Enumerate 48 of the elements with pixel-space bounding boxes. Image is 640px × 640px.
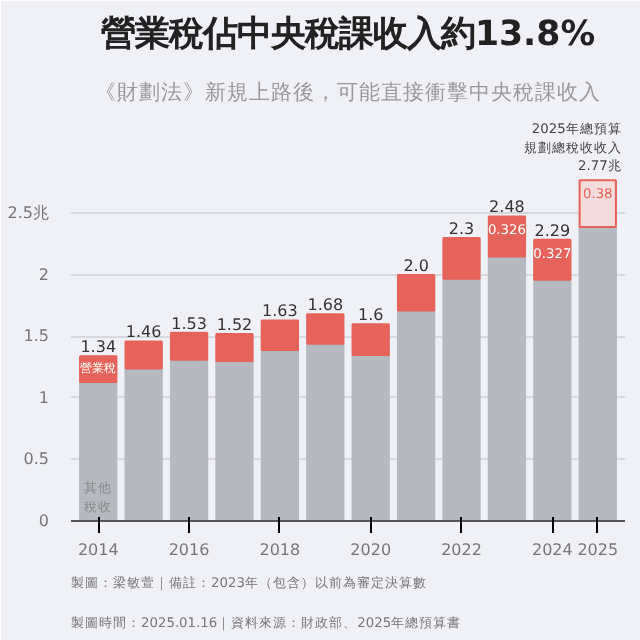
bar [79,380,118,521]
x-tick-label: 2024 [531,541,573,559]
bar [578,225,617,521]
x-tick-label: 2016 [168,541,210,559]
bar [260,348,300,521]
chart-subtitle: 《財劃法》新規上路後，可能直接衝擊中央稅課收入 [95,79,601,105]
bar [442,237,481,280]
y-tick-label: 2.5兆 [7,204,50,223]
total-label: 1.34 [80,338,117,357]
bar [260,319,300,351]
bar [533,238,572,281]
bar [306,313,345,345]
bar [169,358,209,521]
x-tick-label: 2014 [77,541,119,559]
bar [306,342,345,521]
total-label: 1.6 [357,306,384,325]
total-label: 2.0 [403,256,429,275]
y-tick-label: 1 [38,388,50,407]
total-label: 2.3 [448,220,475,239]
bar [124,367,163,521]
chart-title: 營業稅佔中央稅課收入約13.8% [100,15,596,55]
total-label: 1.68 [307,296,344,315]
bar [396,309,436,521]
x-tick-label: 2025 [577,541,619,559]
x-tick-label: 2018 [259,541,301,559]
y-tick-label: 2 [38,265,50,284]
total-label: 2.29 [534,221,571,240]
bar [487,255,527,521]
total-label: 1.53 [171,314,207,333]
bar [124,340,163,370]
bar [442,277,481,521]
total-label: 1.46 [125,323,162,342]
x-tick-label: 2020 [350,541,392,559]
bar [533,278,572,521]
bar [351,353,390,521]
y-tick-label: 1.5 [23,327,50,346]
bar [396,273,436,312]
total-label: 2.48 [489,198,525,217]
bar [215,332,254,363]
y-tick-label: 0 [38,512,50,530]
y-tick-label: 0.5 [23,450,50,469]
bar [351,323,390,356]
total-label: 1.52 [216,315,253,334]
bar [215,360,254,521]
total-label: 1.63 [262,302,298,321]
bar [578,179,617,228]
x-tick-label: 2022 [441,541,482,559]
bar [169,331,209,361]
